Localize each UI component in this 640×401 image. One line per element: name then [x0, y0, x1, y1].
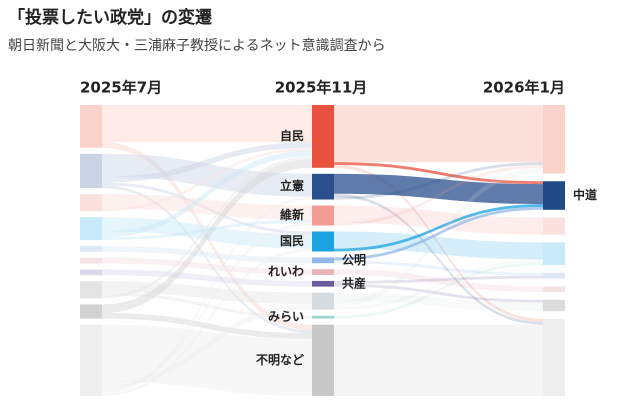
flow	[334, 205, 543, 235]
node-label: 立憲	[280, 178, 304, 193]
flow	[334, 162, 543, 185]
flow	[102, 142, 312, 331]
flow	[102, 182, 312, 235]
node	[80, 105, 102, 148]
flow	[102, 159, 312, 313]
node-label: 共産	[342, 275, 366, 290]
flow	[334, 105, 543, 163]
flow	[102, 217, 312, 249]
flow	[334, 193, 543, 325]
flow	[102, 147, 312, 212]
node	[543, 272, 565, 279]
flow	[334, 292, 543, 312]
node	[543, 286, 565, 293]
node-label: 国民	[280, 234, 304, 248]
chart-subtitle: 朝日新聞と大阪大・三浦麻子教授によるネット意識調査から	[8, 37, 386, 54]
node	[543, 299, 565, 312]
flow	[102, 304, 312, 388]
flow	[334, 167, 543, 307]
flow	[102, 105, 312, 143]
node-label: 維新	[280, 207, 304, 222]
node	[312, 280, 334, 287]
column-label: 2026年1月	[483, 79, 565, 97]
flow	[102, 150, 312, 238]
flow	[102, 185, 312, 334]
node-label: 自民	[280, 128, 304, 143]
flow	[102, 257, 312, 275]
flow	[334, 204, 543, 252]
flow	[102, 153, 312, 197]
node-label: みらい	[268, 310, 304, 324]
node-label: 不明など	[256, 353, 304, 367]
node	[543, 217, 565, 235]
flow	[102, 156, 312, 299]
node	[312, 257, 334, 264]
flow	[334, 173, 543, 205]
node	[312, 205, 334, 226]
node	[543, 181, 565, 210]
node	[543, 242, 565, 266]
node	[312, 231, 334, 252]
flow	[334, 231, 543, 260]
node	[80, 194, 102, 212]
flow	[102, 324, 312, 396]
links	[102, 105, 543, 396]
flow	[102, 194, 312, 220]
node	[80, 246, 102, 252]
node-label: 中道	[573, 187, 597, 202]
node	[312, 173, 334, 200]
flow	[102, 196, 312, 394]
flow	[102, 292, 312, 319]
flow	[334, 164, 543, 226]
node	[80, 324, 102, 396]
flow	[102, 222, 312, 391]
flow	[334, 275, 543, 284]
node	[80, 217, 102, 241]
flow	[102, 281, 312, 305]
node	[543, 105, 565, 174]
flow	[334, 206, 543, 261]
node	[80, 257, 102, 264]
node-label: 公明	[342, 253, 366, 267]
flow	[334, 162, 543, 200]
column-label: 2025年11月	[275, 79, 368, 97]
node-label: れいわ	[268, 265, 304, 279]
flow	[102, 269, 312, 287]
node	[312, 105, 334, 168]
node	[80, 281, 102, 299]
node	[312, 292, 334, 310]
node	[312, 324, 334, 396]
flow	[102, 248, 312, 396]
flow	[102, 219, 312, 241]
flow	[102, 142, 312, 183]
node	[312, 315, 334, 319]
flow	[334, 324, 543, 396]
flow	[102, 312, 312, 339]
node	[312, 269, 334, 275]
node	[80, 153, 102, 189]
flow	[334, 262, 543, 319]
node	[543, 318, 565, 396]
flow	[334, 259, 543, 310]
flow	[102, 246, 312, 264]
flow	[334, 283, 543, 303]
flow	[334, 260, 543, 276]
flow	[334, 269, 543, 293]
node	[80, 269, 102, 276]
column-label: 2025年7月	[80, 79, 162, 97]
node	[80, 304, 102, 319]
chart-title: 「投票したい政党」の変遷	[8, 7, 212, 28]
flow	[334, 164, 543, 322]
